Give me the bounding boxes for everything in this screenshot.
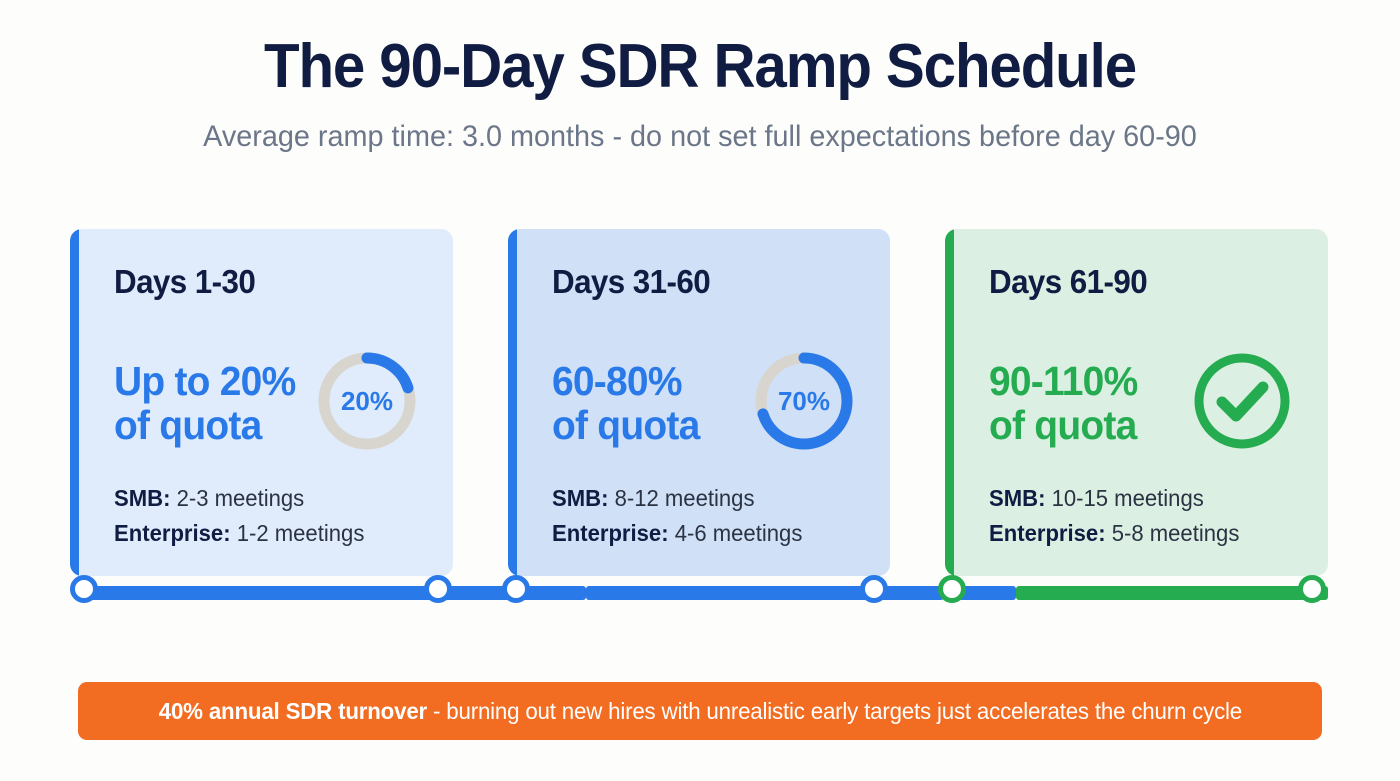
meeting-row: Enterprise: 5-8 meetings: [989, 516, 1239, 551]
phase-cards-row: Days 1-30 Up to 20% of quota 20% SMB: 2-…: [70, 229, 1329, 576]
node-day-61[interactable]: [938, 575, 966, 603]
page-title: The 90-Day SDR Ramp Schedule: [263, 32, 1137, 101]
card-accent-bar: [507, 229, 517, 576]
meeting-row: Enterprise: 1-2 meetings: [114, 516, 364, 551]
node-day-30[interactable]: [424, 575, 452, 603]
meeting-count-value: 4-6 meetings: [674, 519, 803, 546]
segment-phase-1: [84, 586, 514, 600]
card-heading: Days 1-30: [114, 263, 256, 300]
meeting-segment-label: SMB:: [989, 485, 1046, 511]
gauge-value-label: 70%: [778, 386, 830, 416]
card-heading: Days 61-90: [989, 263, 1148, 300]
meeting-row: SMB: 10-15 meetings: [989, 481, 1239, 516]
meeting-count-value: 10-15 meetings: [1051, 485, 1205, 511]
card-accent-bar: [945, 229, 955, 576]
quota-line-2: of quota: [989, 402, 1137, 448]
card-heading: Days 31-60: [551, 263, 711, 300]
meeting-row: SMB: 8-12 meetings: [552, 481, 802, 516]
meeting-count-value: 2-3 meetings: [176, 485, 305, 511]
card-accent-bar: [70, 229, 79, 576]
meeting-segment-label: SMB:: [551, 485, 609, 511]
meeting-count-value: 8-12 meetings: [614, 485, 755, 511]
node-day-31[interactable]: [502, 575, 530, 603]
meetings-list: SMB: 2-3 meetings Enterprise: 1-2 meetin…: [114, 481, 375, 551]
card-middle: 60-80% of quota 70%: [552, 347, 867, 459]
quota-line-2: of quota: [114, 402, 262, 448]
quota-line-1: 90-110%: [989, 357, 1138, 404]
meeting-row: SMB: 2-3 meetings: [114, 481, 364, 516]
quota-target: 60-80% of quota: [551, 357, 700, 448]
gauge-value-label: 20%: [341, 386, 393, 416]
quota-target: Up to 20% of quota: [114, 357, 296, 448]
card-middle: Up to 20% of quota 20%: [114, 347, 429, 459]
quota-line-1: Up to 20%: [114, 357, 296, 404]
quota-gauge: [1186, 345, 1298, 462]
turnover-warning-banner: 40% annual SDR turnover - burning out ne…: [78, 682, 1322, 740]
card-middle: 90-110% of quota: [989, 347, 1304, 459]
meetings-list: SMB: 10-15 meetings Enterprise: 5-8 meet…: [989, 481, 1250, 551]
banner-rest-text: - burning out new hires with unrealistic…: [426, 697, 1242, 724]
check-circle-icon: [1194, 353, 1290, 448]
banner-text: 40% annual SDR turnover - burning out ne…: [158, 698, 1241, 725]
banner-bold-text: 40% annual SDR turnover: [158, 697, 427, 724]
ramp-timeline: [70, 575, 1328, 611]
meeting-segment-label: Enterprise:: [114, 519, 231, 546]
meeting-segment-label: SMB:: [114, 485, 171, 511]
segment-phase-3: [1016, 586, 1328, 600]
node-day-1[interactable]: [70, 575, 98, 603]
meeting-segment-label: Enterprise:: [551, 519, 669, 546]
header: The 90-Day SDR Ramp Schedule Average ram…: [0, 0, 1400, 155]
quota-gauge: 20%: [311, 345, 423, 462]
meetings-list: SMB: 8-12 meetings Enterprise: 4-6 meeti…: [552, 481, 813, 551]
quota-line-1: 60-80%: [551, 357, 682, 404]
page-subtitle: Average ramp time: 3.0 months - do not s…: [203, 120, 1197, 154]
quota-gauge: 70%: [748, 345, 860, 462]
segment-gap-1: [514, 586, 586, 600]
meeting-row: Enterprise: 4-6 meetings: [552, 516, 802, 551]
quota-target: 90-110% of quota: [989, 357, 1138, 448]
meeting-count-value: 5-8 meetings: [1112, 519, 1240, 546]
phase-card-2[interactable]: Days 31-60 60-80% of quota 70% SMB: 8-12…: [507, 229, 891, 576]
node-day-60[interactable]: [860, 575, 888, 603]
meeting-count-value: 1-2 meetings: [236, 519, 365, 546]
quota-line-2: of quota: [551, 402, 700, 448]
phase-card-1[interactable]: Days 1-30 Up to 20% of quota 20% SMB: 2-…: [70, 229, 453, 576]
meeting-segment-label: Enterprise:: [989, 519, 1106, 546]
phase-card-3[interactable]: Days 61-90 90-110% of quota SMB: 10-15 m…: [945, 229, 1329, 576]
node-day-90[interactable]: [1298, 575, 1326, 603]
donut-gauge-icon: 20%: [318, 352, 416, 449]
donut-gauge-icon: 70%: [755, 352, 853, 449]
segment-phase-2: [586, 586, 944, 600]
